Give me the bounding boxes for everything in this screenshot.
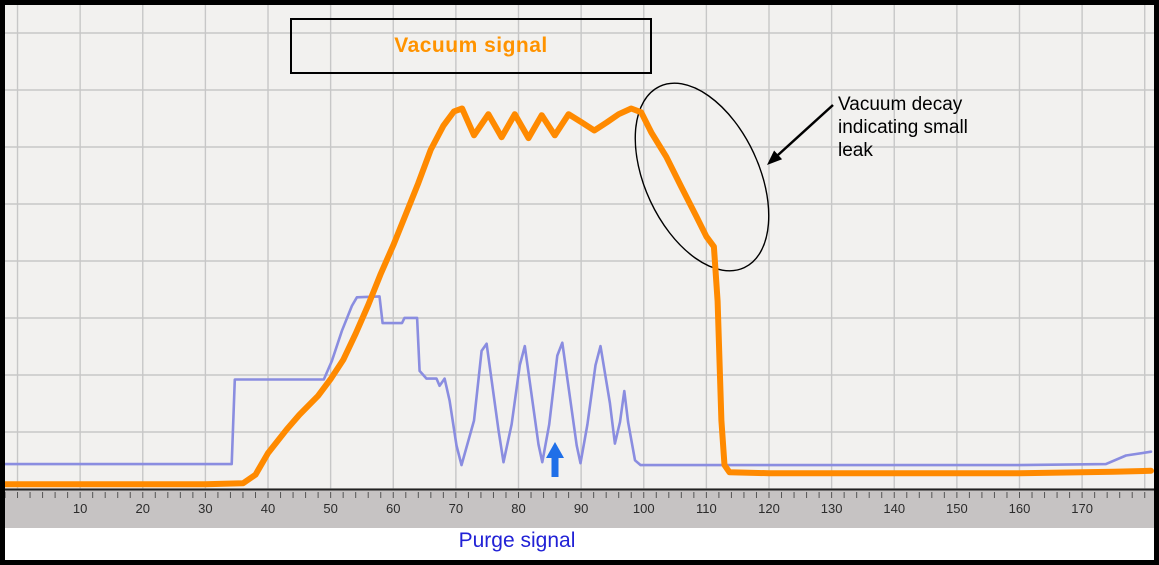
x-tick-label: 110: [696, 501, 717, 516]
x-tick-label: 90: [574, 501, 588, 516]
legend-box: Vacuum signal: [290, 18, 652, 74]
decay-ellipse: [634, 82, 770, 272]
x-tick-label: 30: [198, 501, 212, 516]
purge-signal-label: Purge signal: [458, 529, 576, 552]
x-tick-label: 120: [758, 501, 780, 516]
decay-annotation-line: indicating small: [838, 117, 968, 139]
decay-arrowhead: [767, 150, 783, 165]
x-tick-label: 140: [883, 501, 905, 516]
x-tick-label: 20: [136, 501, 150, 516]
decay-annotation-line: leak: [838, 140, 873, 162]
x-tick-label: 50: [323, 501, 337, 516]
x-tick-label: 60: [386, 501, 400, 516]
purge-arrowhead: [546, 442, 564, 458]
decay-annotation-line: Vacuum decay: [838, 94, 963, 115]
signal-chart: 10 20 30 40 50 60 70 80 90 100 110 120 130 140 150 160 1…: [5, 5, 1154, 528]
x-tick-label: 100: [633, 501, 655, 516]
x-tick-label: 70: [449, 501, 463, 516]
x-tick-label: 130: [821, 501, 843, 516]
decay-annotation: Vacuum decay indicating small leak: [838, 93, 1038, 163]
x-tick-label: 150: [946, 501, 968, 516]
vacuum-signal-line: [5, 105, 1154, 488]
x-axis-strip: [5, 490, 1154, 528]
legend-label: Vacuum signal: [394, 34, 548, 57]
x-tick-label: 80: [511, 501, 525, 516]
x-tick-label: 10: [73, 501, 87, 516]
x-tick-label: 160: [1009, 501, 1031, 516]
decay-arrow: [777, 104, 834, 156]
x-tick-label: 170: [1071, 501, 1093, 516]
plot-area: [5, 5, 1154, 490]
x-tick-label: 40: [261, 501, 275, 516]
